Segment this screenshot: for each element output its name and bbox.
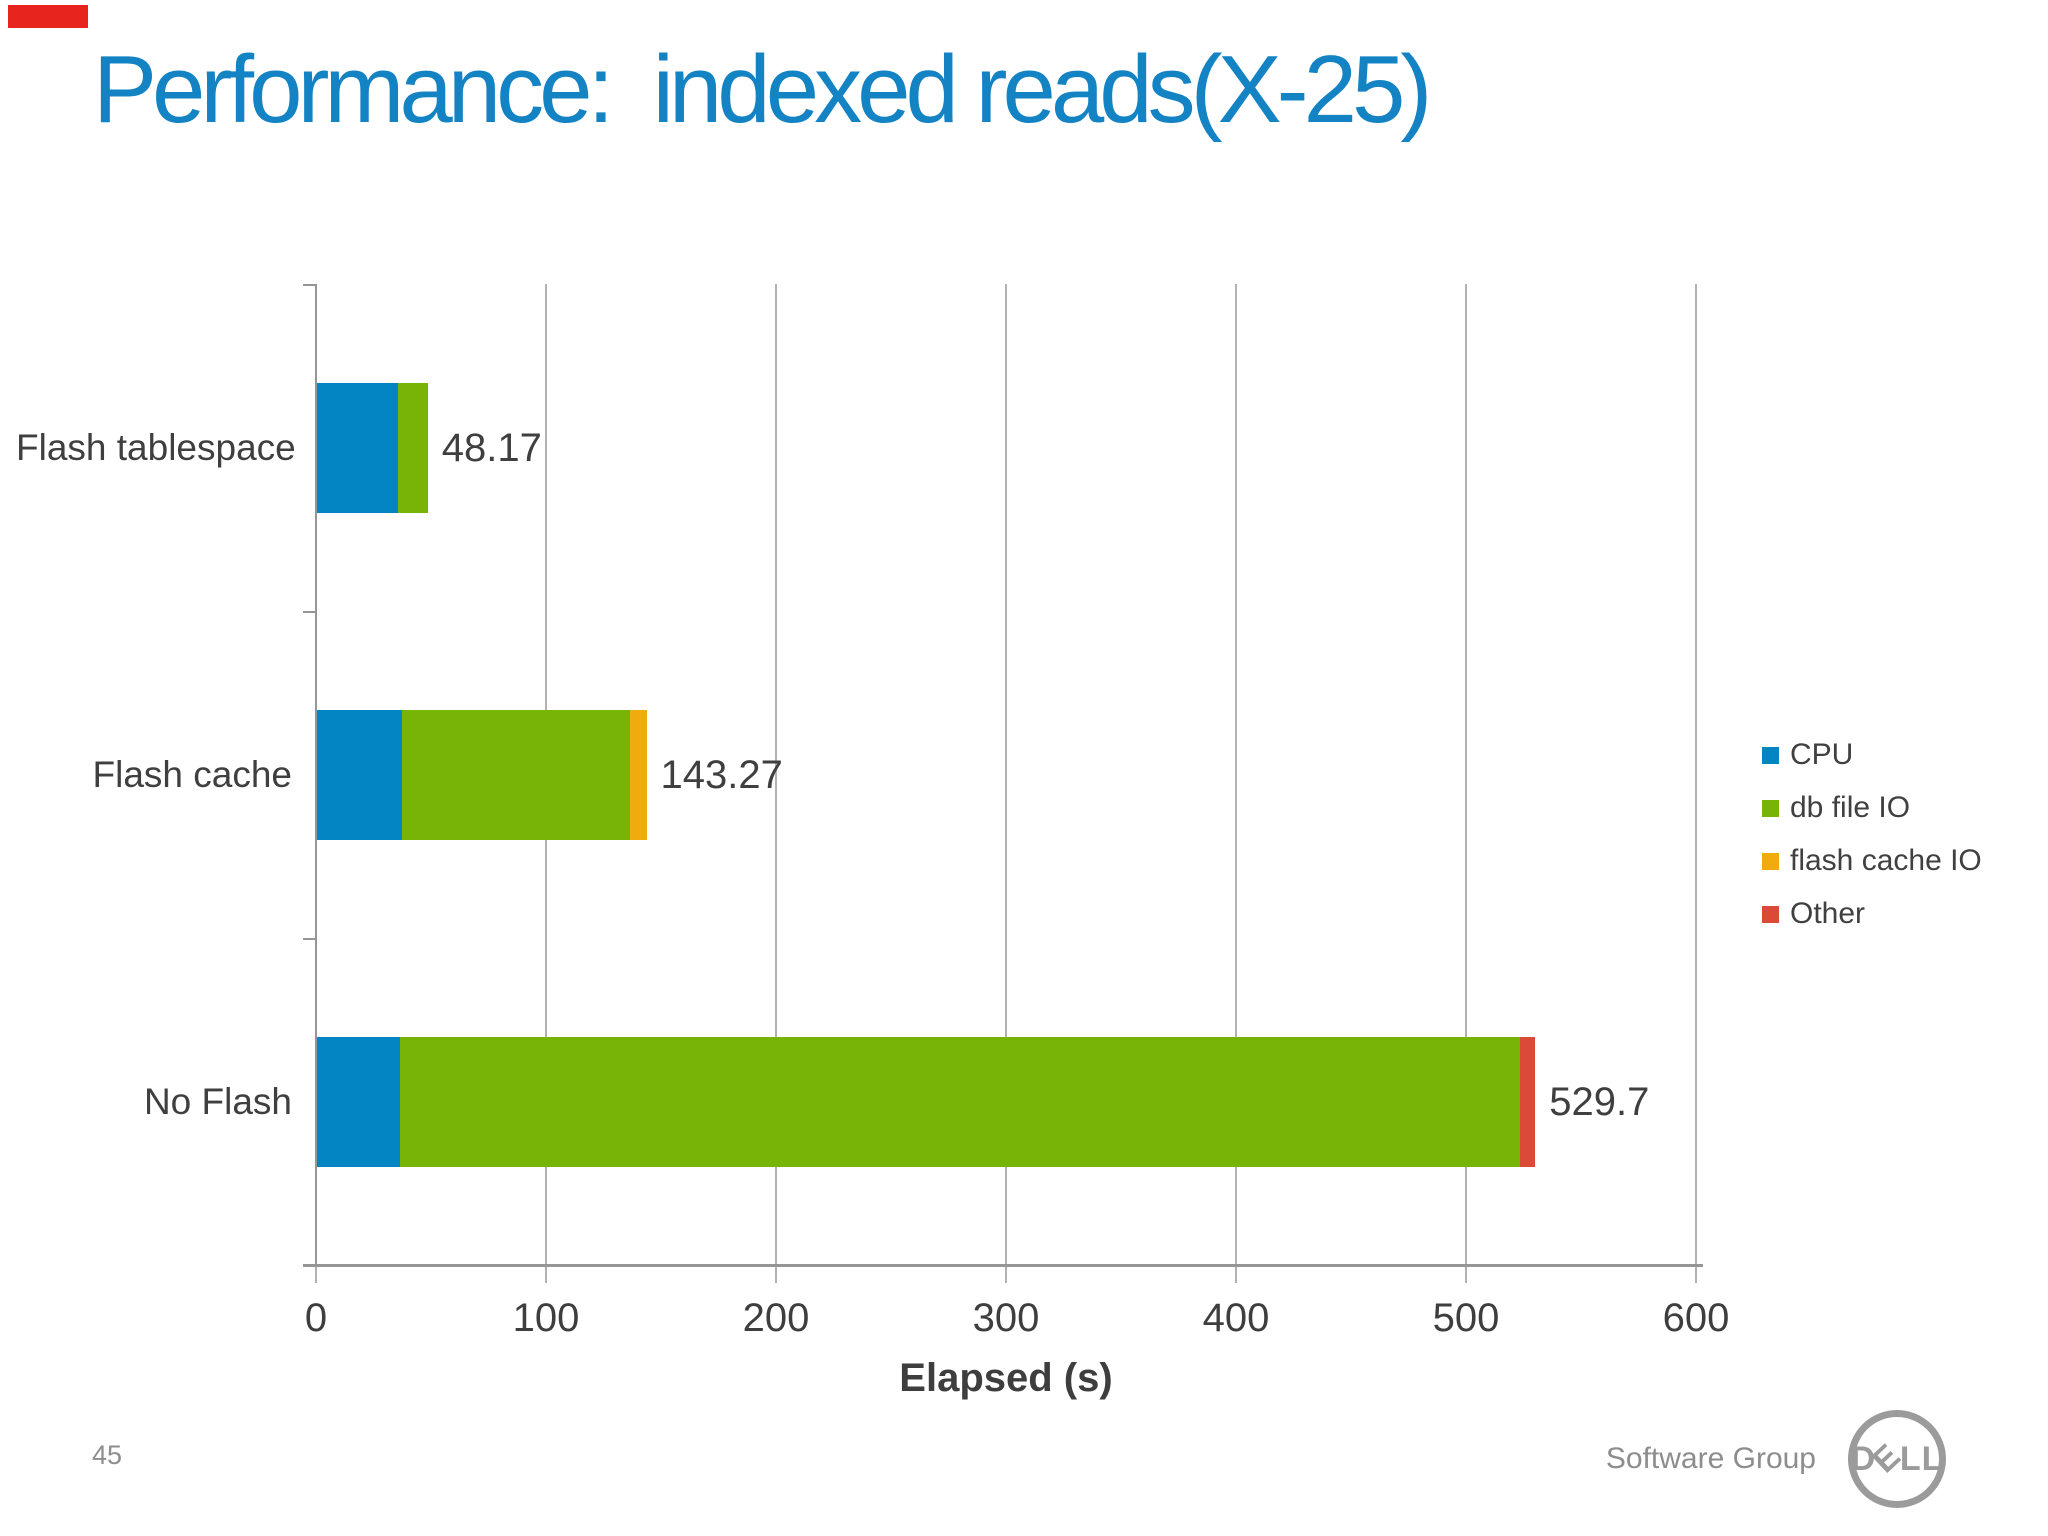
legend-label: flash cache IO [1790,844,1982,877]
legend-item-other: Other [1762,892,1982,936]
bar-segment-flash-cache-io [629,710,647,840]
bar-segment-cpu [317,710,403,840]
footer-group-name: Software Group [1605,1442,1816,1475]
x-tick-label-300: 300 [972,1296,1040,1340]
x-axis-title: Elapsed (s) [899,1356,1113,1400]
y-axis-tick [303,611,316,613]
y-axis-tick [303,284,316,286]
x-tick-label-100: 100 [512,1296,580,1340]
category-label: Flash cache [92,754,293,795]
bar-segment-cpu [317,383,398,513]
red-progress-marker [8,5,88,28]
grid-line-500 [1465,284,1467,1283]
legend-label: CPU [1790,738,1854,771]
bar-value-label: 529.7 [1549,1080,1650,1124]
legend-label: Other [1790,897,1866,930]
x-tick-label-500: 500 [1432,1296,1500,1340]
category-label: No Flash [143,1081,292,1122]
legend-item-cpu: CPU [1762,733,1982,777]
bar-segment-db-file-io [399,1037,1520,1167]
logo-letter-l1: L [1899,1439,1922,1478]
page-title: Performance: indexed reads(X-25) [93,36,1432,143]
category-label: Flash tablespace [16,427,296,468]
dell-logo: D E L L [1848,1410,1946,1508]
legend-label: db file IO [1790,791,1911,824]
x-tick-label-0: 0 [304,1296,328,1340]
logo-letter-l2: L [1921,1439,1944,1478]
legend-swatch [1762,905,1779,923]
y-axis-tick [303,938,316,940]
dell-logo-text: D E L L [1850,1436,1944,1480]
logo-letter-d: D [1850,1439,1877,1478]
legend-item-flash-cache-io: flash cache IO [1762,839,1982,883]
grid-line-300 [1005,284,1007,1283]
legend-swatch [1762,799,1779,817]
grid-line-200 [775,284,777,1283]
x-tick-label-200: 200 [742,1296,810,1340]
legend-swatch [1762,746,1779,764]
page-number: 45 [92,1440,123,1470]
legend-swatch [1762,852,1779,870]
bar-value-label: 48.17 [441,426,542,470]
bar-segment-other [1519,1037,1536,1167]
bar-segment-db-file-io [402,710,630,840]
bar-value-label: 143.27 [660,753,783,797]
bar-segment-cpu [317,1037,400,1167]
x-tick-label-400: 400 [1202,1296,1270,1340]
x-axis-line [303,1264,1703,1267]
legend: CPU db file IO flash cache IO Other [1762,733,1982,945]
grid-line-400 [1235,284,1237,1283]
x-tick-label-600: 600 [1662,1296,1730,1340]
legend-item-db-file-io: db file IO [1762,786,1982,830]
y-axis-line [315,284,317,1265]
bar-segment-db-file-io [397,383,428,513]
grid-line-600 [1695,284,1697,1283]
